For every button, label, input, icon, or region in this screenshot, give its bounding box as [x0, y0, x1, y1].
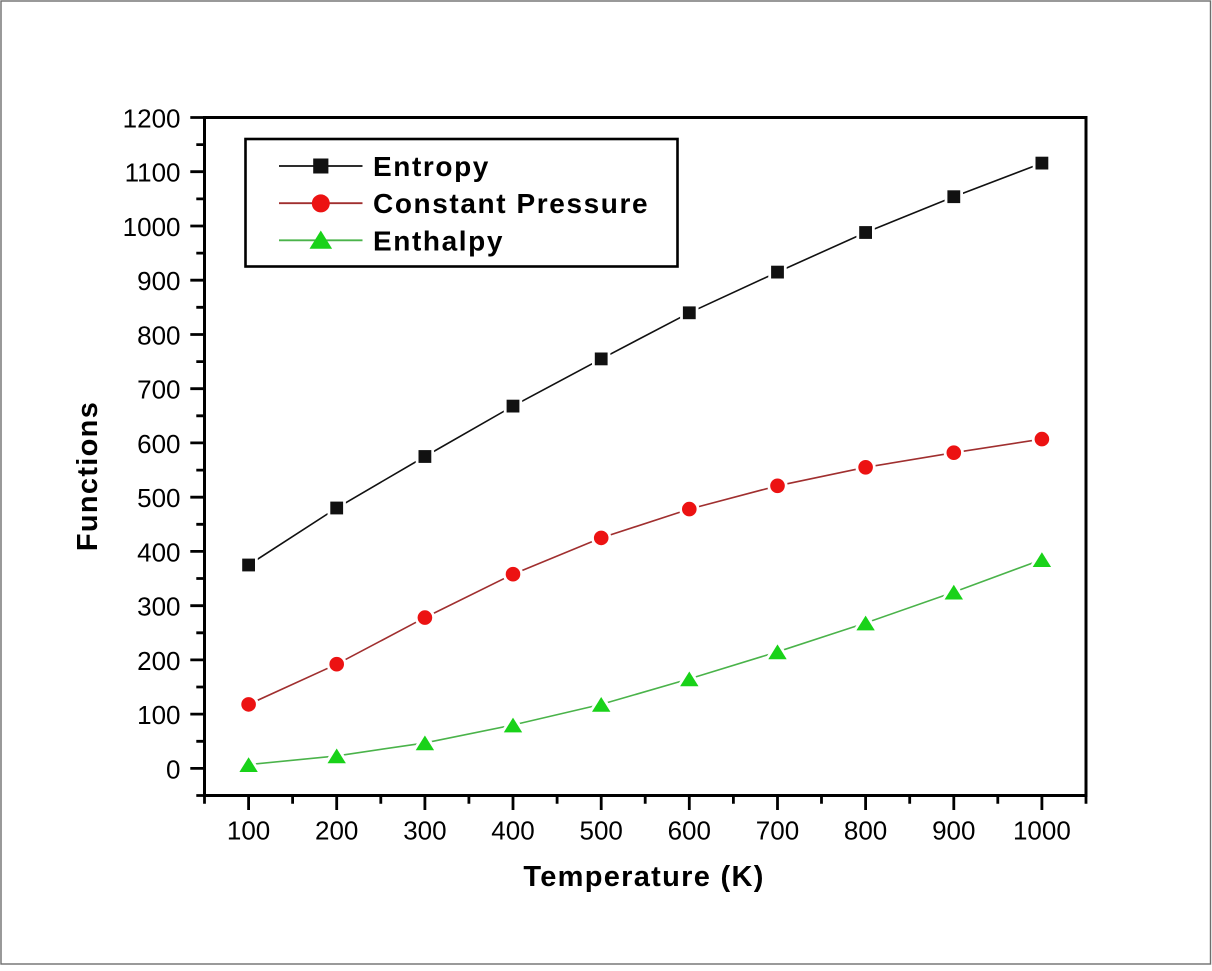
svg-text:700: 700	[137, 375, 180, 405]
svg-text:Entropy: Entropy	[373, 151, 490, 182]
svg-text:1000: 1000	[1013, 816, 1071, 846]
svg-text:1100: 1100	[125, 158, 181, 188]
svg-text:0: 0	[166, 754, 180, 784]
svg-text:1200: 1200	[123, 104, 181, 134]
svg-text:200: 200	[137, 646, 180, 676]
svg-text:900: 900	[137, 266, 180, 296]
svg-text:Constant Pressure: Constant Pressure	[373, 188, 649, 219]
svg-text:1000: 1000	[123, 212, 181, 242]
svg-text:800: 800	[137, 321, 180, 351]
svg-text:500: 500	[137, 483, 180, 513]
svg-text:300: 300	[137, 592, 180, 622]
svg-text:200: 200	[315, 816, 358, 846]
svg-text:700: 700	[756, 816, 799, 846]
svg-text:100: 100	[137, 700, 180, 730]
svg-text:900: 900	[932, 816, 975, 846]
svg-text:600: 600	[668, 816, 711, 846]
svg-text:Temperature (K): Temperature (K)	[523, 861, 764, 893]
svg-text:600: 600	[137, 429, 180, 459]
svg-text:400: 400	[491, 816, 534, 846]
svg-text:300: 300	[403, 816, 446, 846]
svg-text:500: 500	[580, 816, 623, 846]
svg-text:Functions: Functions	[72, 401, 104, 551]
svg-text:400: 400	[137, 537, 180, 567]
svg-text:Enthalpy: Enthalpy	[373, 225, 504, 256]
svg-text:100: 100	[227, 816, 270, 846]
svg-text:800: 800	[844, 816, 887, 846]
